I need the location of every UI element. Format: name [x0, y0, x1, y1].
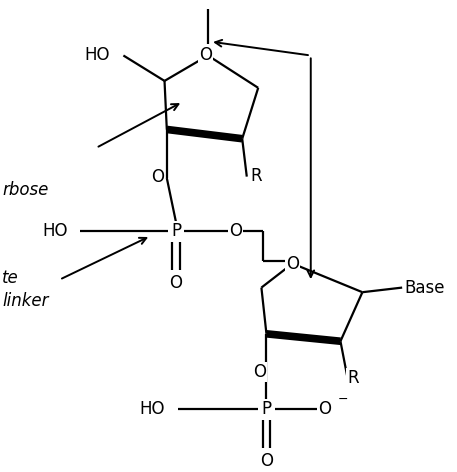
Text: O: O: [318, 400, 331, 418]
Text: O: O: [254, 363, 266, 381]
Text: R: R: [347, 369, 359, 387]
Text: O: O: [260, 452, 273, 470]
Text: linker: linker: [2, 293, 49, 311]
Text: te: te: [2, 270, 19, 287]
Text: Base: Base: [404, 278, 445, 296]
Text: −: −: [338, 393, 349, 405]
Text: R: R: [250, 167, 262, 185]
Text: HO: HO: [84, 46, 110, 65]
Text: O: O: [286, 254, 299, 272]
Text: P: P: [171, 222, 181, 240]
Text: P: P: [261, 400, 271, 418]
Text: HO: HO: [139, 400, 165, 418]
Text: O: O: [229, 222, 242, 240]
Text: rbose: rbose: [2, 181, 48, 199]
Text: O: O: [170, 274, 182, 292]
Text: O: O: [152, 168, 165, 185]
Text: HO: HO: [42, 222, 68, 240]
Text: O: O: [199, 46, 212, 64]
